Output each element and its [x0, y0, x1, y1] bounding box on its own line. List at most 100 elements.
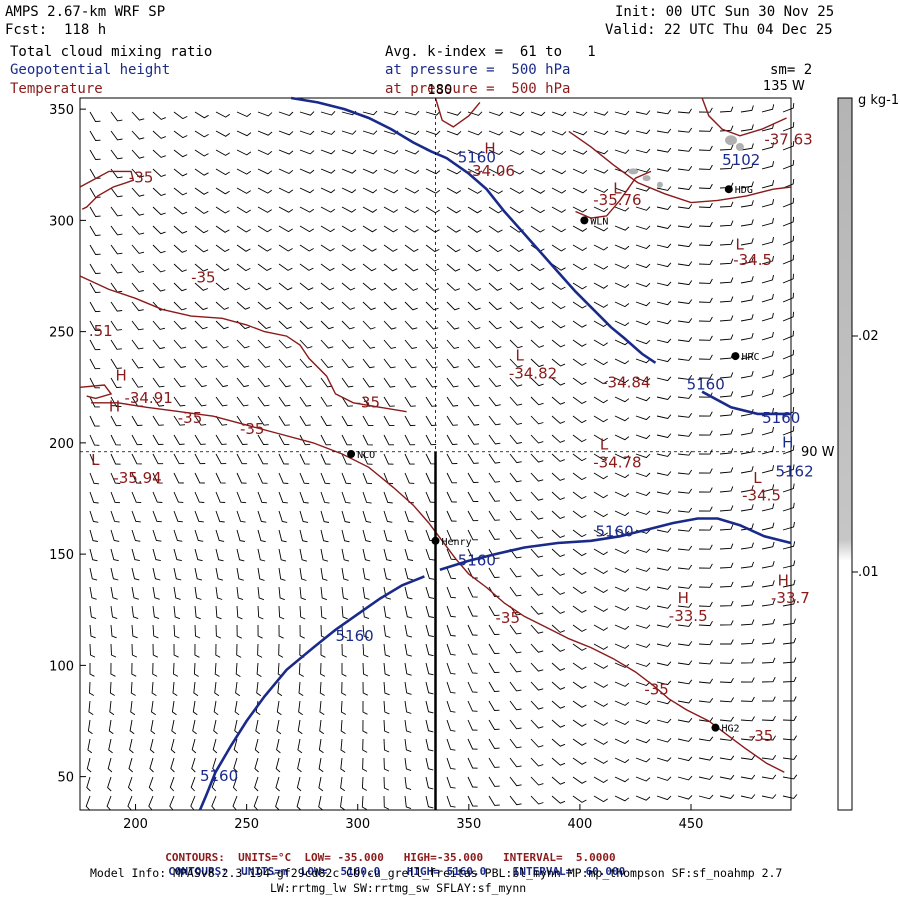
- wind-barb: [340, 700, 347, 715]
- wind-barb: [404, 776, 412, 791]
- wind-barb: [235, 662, 241, 677]
- wind-barb: [152, 605, 160, 620]
- wind-barb: [698, 316, 713, 322]
- wind-barb: [509, 282, 524, 291]
- wind-barb: [740, 600, 755, 607]
- wind-barb: [677, 775, 693, 781]
- wind-barb: [236, 263, 251, 272]
- wind-barb: [425, 681, 434, 695]
- wind-barb: [614, 301, 630, 308]
- wind-barb: [89, 282, 101, 293]
- wind-barb: [446, 111, 462, 116]
- wind-barb: [362, 187, 378, 194]
- wind-barb: [761, 426, 774, 436]
- wind-barb: [152, 320, 166, 330]
- wind-barb: [404, 586, 413, 600]
- wind-barb: [740, 447, 754, 455]
- wind-barb: [106, 795, 112, 811]
- wind-barb: [341, 263, 356, 272]
- wind-barb: [212, 738, 218, 754]
- wind-barb: [509, 453, 522, 464]
- wind-barb: [635, 472, 651, 478]
- wind-barb: [446, 320, 460, 330]
- wind-barb: [89, 130, 101, 141]
- wind-barb: [446, 567, 457, 580]
- wind-barb: [89, 149, 101, 160]
- extremum-marker: H: [116, 367, 127, 385]
- wind-barb: [635, 681, 651, 687]
- wind-barb: [89, 244, 101, 255]
- wind-barb: [467, 282, 481, 291]
- wind-barb: [740, 143, 754, 151]
- wind-barb: [782, 483, 795, 493]
- extremum-marker: H: [484, 140, 495, 158]
- wind-barb: [509, 491, 522, 502]
- wind-barb: [362, 358, 375, 369]
- footer-height-high-label: HIGH=: [406, 865, 440, 878]
- temperature-contour: [79, 275, 407, 413]
- wind-barb: [530, 301, 545, 310]
- wind-barb: [236, 529, 245, 542]
- wind-barb: [362, 168, 378, 174]
- wind-barb: [446, 681, 456, 694]
- wind-barb: [299, 358, 313, 368]
- wind-barb: [509, 149, 525, 156]
- temperature-label: -34.5: [742, 487, 781, 505]
- contour-labels: -35 -35 .51 -35 -35 -35 -35 -35 -35 -34.06 -35.76 -…: [89, 131, 814, 785]
- wind-barb: [782, 676, 797, 683]
- wind-barb: [131, 339, 144, 350]
- wind-barb: [299, 472, 310, 485]
- wind-barb: [299, 548, 308, 562]
- wind-barb: [320, 472, 331, 485]
- wind-barb: [297, 738, 303, 754]
- wind-barb: [148, 795, 154, 811]
- wind-barb: [131, 415, 143, 426]
- y-tick-label: 150: [49, 548, 74, 563]
- wind-barb: [614, 130, 630, 135]
- wind-barb: [551, 320, 566, 329]
- wind-barb: [782, 774, 798, 780]
- wind-barb: [110, 263, 123, 274]
- wind-barb: [719, 391, 734, 398]
- wind-barb: [467, 339, 481, 349]
- wind-barb: [446, 472, 457, 484]
- wind-barb: [89, 396, 100, 408]
- wind-barb: [341, 206, 357, 213]
- wind-barb: [215, 149, 230, 156]
- x-tick-label: 200: [123, 817, 148, 832]
- wind-barb: [236, 244, 251, 252]
- colorbar: [837, 97, 853, 811]
- wind-barb: [782, 657, 797, 664]
- wind-barb: [635, 282, 651, 288]
- wind-barb: [530, 358, 544, 368]
- wind-barb: [425, 244, 440, 253]
- wind-barb: [740, 485, 754, 493]
- wind-barb: [173, 529, 183, 542]
- wind-barb: [85, 795, 91, 811]
- wind-barb: [572, 301, 587, 309]
- wind-barb: [593, 776, 608, 784]
- wind-barb: [299, 453, 310, 465]
- wind-barb: [110, 130, 123, 141]
- wind-barb: [509, 111, 525, 117]
- wind-barb: [551, 548, 565, 558]
- wind-barb: [593, 567, 608, 575]
- pressure-level-temp: at pressure = 500 hPa: [385, 81, 571, 97]
- extremum-marker: L: [735, 235, 744, 253]
- wind-barb: [340, 757, 346, 773]
- wind-barb: [572, 149, 588, 155]
- wind-barb: [320, 415, 332, 426]
- wind-barb: [362, 567, 370, 581]
- wind-barb: [383, 624, 391, 638]
- wind-barb: [719, 372, 734, 379]
- wind-barb: [677, 108, 692, 114]
- wind-barb: [572, 111, 588, 116]
- wind-barb: [362, 719, 368, 734]
- wind-barb: [215, 510, 225, 523]
- wind-barb: [341, 187, 357, 194]
- wind-barb: [425, 434, 437, 446]
- wind-barb: [361, 776, 368, 791]
- wind-barb: [467, 244, 482, 253]
- wind-barb: [719, 505, 734, 512]
- wind-barb: [593, 187, 609, 193]
